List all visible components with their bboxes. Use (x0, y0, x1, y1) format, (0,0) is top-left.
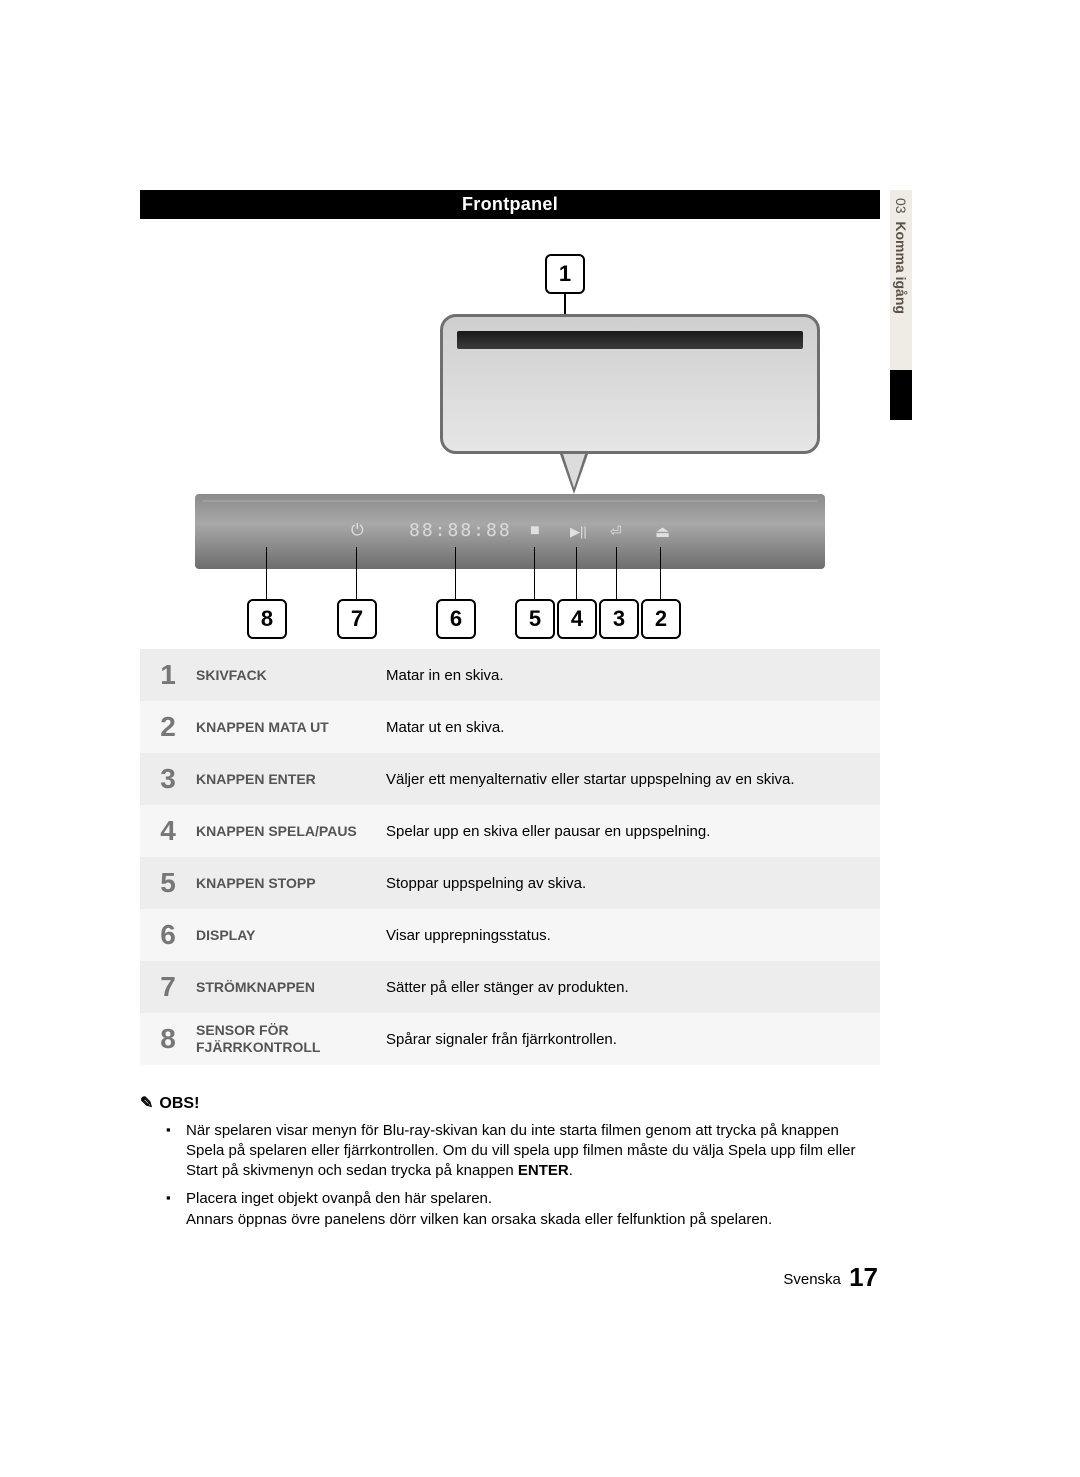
panel-table: 1 SKIVFACK Matar in en skiva. 2 KNAPPEN … (140, 649, 880, 1065)
callout-line (356, 547, 357, 599)
footer-lang: Svenska (783, 1271, 841, 1288)
callout-1: 1 (545, 254, 585, 294)
callout-2: 2 (641, 599, 681, 639)
power-icon: ⏻ (351, 522, 364, 540)
callout-4: 4 (557, 599, 597, 639)
row-number: 7 (140, 961, 196, 1013)
device-front: ⏻ 88:88:88 ■ ▶|| ⏎ ⏏ (195, 494, 825, 569)
row-label: KNAPPEN SPELA/PAUS (196, 805, 386, 857)
table-row: 1 SKIVFACK Matar in en skiva. (140, 649, 880, 701)
frontpanel-diagram: 1 ⏻ 88:88:88 ■ ▶|| ⏎ ⏏ 8 7 6 5 4 (140, 219, 880, 639)
note-heading: ✎ OBS! (140, 1093, 880, 1115)
chapter-title: Komma igång (893, 221, 909, 314)
row-desc: Matar in en skiva. (386, 649, 880, 701)
page-content: Frontpanel 1 ⏻ 88:88:88 ■ ▶|| ⏎ ⏏ 8 (140, 190, 880, 1238)
callout-5: 5 (515, 599, 555, 639)
playpause-icon: ▶|| (570, 524, 587, 540)
enter-icon: ⏎ (610, 523, 622, 540)
row-desc: Sätter på eller stänger av produkten. (386, 961, 880, 1013)
row-label: KNAPPEN ENTER (196, 753, 386, 805)
bold-enter: ENTER (518, 1162, 569, 1179)
callout-7: 7 (337, 599, 377, 639)
note-heading-text: OBS! (159, 1095, 199, 1112)
row-number: 3 (140, 753, 196, 805)
note-block: ✎ OBS! När spelaren visar menyn för Blu-r… (140, 1093, 880, 1230)
note-item: När spelaren visar menyn för Blu-ray-ski… (186, 1121, 880, 1182)
callout-line (455, 547, 456, 599)
row-number: 2 (140, 701, 196, 753)
callout-8: 8 (247, 599, 287, 639)
eject-icon: ⏏ (655, 522, 670, 542)
disc-slot (457, 331, 803, 349)
side-marker (890, 370, 912, 420)
row-label: DISPLAY (196, 909, 386, 961)
callout-line (266, 547, 267, 599)
row-label: KNAPPEN MATA UT (196, 701, 386, 753)
footer-page: 17 (849, 1262, 878, 1292)
chapter-number: 03 (893, 198, 909, 214)
row-number: 1 (140, 649, 196, 701)
row-number: 4 (140, 805, 196, 857)
row-label: STRÖMKNAPPEN (196, 961, 386, 1013)
page-footer: Svenska 17 (783, 1262, 878, 1293)
table-row: 8 SENSOR FÖR FJÄRRKONTROLL Spårar signal… (140, 1013, 880, 1065)
zoom-panel (440, 314, 820, 454)
row-number: 5 (140, 857, 196, 909)
callout-line (616, 547, 617, 599)
callout-line (660, 547, 661, 599)
row-desc: Matar ut en skiva. (386, 701, 880, 753)
note-text-2: Placera inget objekt ovanpå den här spel… (186, 1190, 772, 1227)
display-digits: 88:88:88 (409, 520, 512, 541)
callout-3: 3 (599, 599, 639, 639)
row-desc: Spelar upp en skiva eller pausar en upps… (386, 805, 880, 857)
row-label: KNAPPEN STOPP (196, 857, 386, 909)
stop-icon: ■ (530, 522, 540, 540)
table-row: 3 KNAPPEN ENTER Väljer ett menyalternati… (140, 753, 880, 805)
callout-6: 6 (436, 599, 476, 639)
row-number: 6 (140, 909, 196, 961)
row-label: SKIVFACK (196, 649, 386, 701)
note-item: Placera inget objekt ovanpå den här spel… (186, 1189, 880, 1230)
row-desc: Spårar signaler från fjärrkontrollen. (386, 1013, 880, 1065)
row-label: SENSOR FÖR FJÄRRKONTROLL (196, 1013, 386, 1065)
note-text-1: När spelaren visar menyn för Blu-ray-ski… (186, 1122, 856, 1180)
row-desc: Visar upprepningsstatus. (386, 909, 880, 961)
callout-line (576, 547, 577, 599)
section-title: Frontpanel (140, 190, 880, 219)
table-row: 2 KNAPPEN MATA UT Matar ut en skiva. (140, 701, 880, 753)
chapter-tab-text: 03 Komma igång (890, 190, 909, 314)
row-desc: Stoppar uppspelning av skiva. (386, 857, 880, 909)
row-desc: Väljer ett menyalternativ eller startar … (386, 753, 880, 805)
table-row: 4 KNAPPEN SPELA/PAUS Spelar upp en skiva… (140, 805, 880, 857)
table-row: 5 KNAPPEN STOPP Stoppar uppspelning av s… (140, 857, 880, 909)
note-icon: ✎ (140, 1093, 153, 1115)
table-row: 6 DISPLAY Visar upprepningsstatus. (140, 909, 880, 961)
row-number: 8 (140, 1013, 196, 1065)
device-seam (203, 500, 817, 502)
table-row: 7 STRÖMKNAPPEN Sätter på eller stänger a… (140, 961, 880, 1013)
zoom-pointer-fill (563, 454, 585, 488)
callout-line (534, 547, 535, 599)
chapter-tab: 03 Komma igång (890, 190, 912, 370)
